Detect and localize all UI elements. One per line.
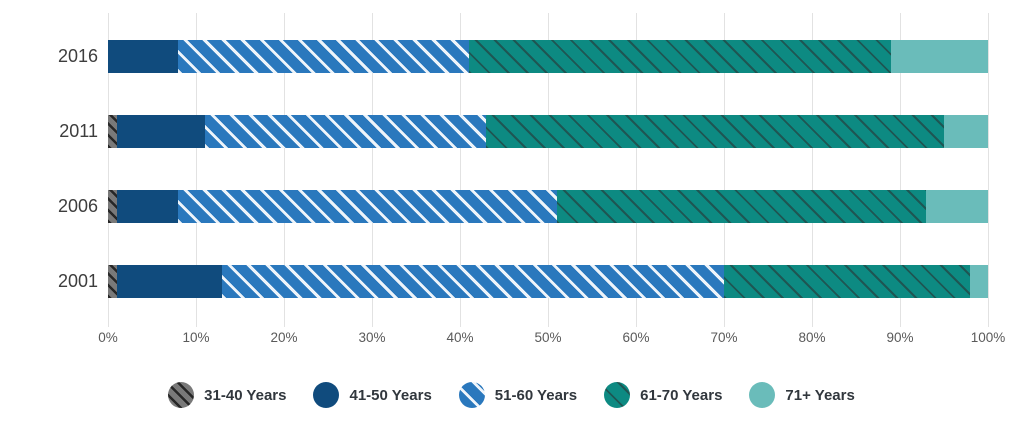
legend-item-label: 51-60 Years [494,386,578,404]
x-axis-tick-label: 100% [970,330,1006,345]
bar-segment-2011-61-70-years[interactable] [486,114,944,148]
y-axis-label-2001: 2001 [57,271,98,291]
gridline [195,13,197,327]
legend-swatch-51-60-years [458,382,485,408]
y-axis-label-2016: 2016 [57,46,98,66]
gridline [987,13,989,327]
bar-row-2001 [108,264,988,298]
gridline [459,13,461,327]
bar-segment-2011-51-60-years[interactable] [204,114,487,148]
x-axis-tick-label: 20% [270,330,298,345]
legend-item-31-40-years[interactable]: 31-40 Years [168,382,286,408]
bar-segment-2001-31-40-years[interactable] [108,264,117,298]
x-axis-tick-label: 10% [182,330,210,345]
legend-item-label: 61-70 Years [640,386,723,404]
bar-row-2011 [108,114,988,148]
x-axis-tick-label: 70% [710,330,738,345]
gridline [723,13,725,327]
x-axis-tick-label: 80% [798,330,826,345]
bar-segment-2001-71-years[interactable] [970,264,988,298]
x-axis-tick-label: 50% [534,330,562,345]
legend-item-label: 71+ Years [785,386,855,404]
legend-item-61-70-years[interactable]: 61-70 Years [604,382,722,408]
bar-segment-2006-61-70-years[interactable] [556,189,927,223]
bar-segment-2006-71-years[interactable] [926,189,988,223]
bar-row-2006 [108,189,988,223]
legend-item-label: 31-40 Years [204,386,287,404]
bar-segment-2011-31-40-years[interactable] [108,114,117,148]
bar-segment-2016-71-years[interactable] [891,39,988,73]
bar-segment-2016-41-50-years[interactable] [108,39,179,73]
legend-swatch-31-40-years [168,382,195,408]
x-axis-tick-label: 30% [358,330,386,345]
legend-item-71-years[interactable]: 71+ Years [749,382,855,408]
bar-segment-2006-31-40-years[interactable] [108,189,117,223]
legend-swatch-71-years [749,382,776,408]
gridline [811,13,813,327]
legend-item-label: 41-50 Years [349,386,432,404]
gridline [371,13,373,327]
plot-area [107,13,989,327]
legend-item-41-50-years[interactable]: 41-50 Years [313,382,432,408]
bar-segment-2011-71-years[interactable] [943,114,988,148]
gridline [635,13,637,327]
bar-segment-2011-41-50-years[interactable] [116,114,205,148]
bar-segment-2001-61-70-years[interactable] [723,264,971,298]
legend-swatch-41-50-years [313,382,340,408]
x-axis-tick-label: 0% [98,330,118,345]
gridline [547,13,549,327]
x-axis-tick-label: 40% [446,330,474,345]
bar-segment-2016-51-60-years[interactable] [178,39,469,73]
gridline [283,13,285,327]
legend-item-51-60-years[interactable]: 51-60 Years [458,382,578,408]
y-axis-label-2006: 2006 [57,196,98,216]
x-axis-tick-label: 60% [622,330,650,345]
legend-swatch-61-70-years [604,382,631,408]
bar-segment-2001-41-50-years[interactable] [116,264,223,298]
bar-row-2016 [108,39,988,73]
bar-segment-2006-41-50-years[interactable] [116,189,179,223]
legend: 31-40 Years 41-50 Years 51-60 Years 61-70 Y… [0,382,1023,408]
bar-segment-2016-61-70-years[interactable] [468,39,892,73]
gridline [107,13,109,327]
x-axis-tick-label: 90% [886,330,914,345]
bar-segment-2006-51-60-years[interactable] [178,189,557,223]
y-axis-label-2011: 2011 [59,121,98,141]
gridline [899,13,901,327]
bar-segment-2001-51-60-years[interactable] [222,264,724,298]
